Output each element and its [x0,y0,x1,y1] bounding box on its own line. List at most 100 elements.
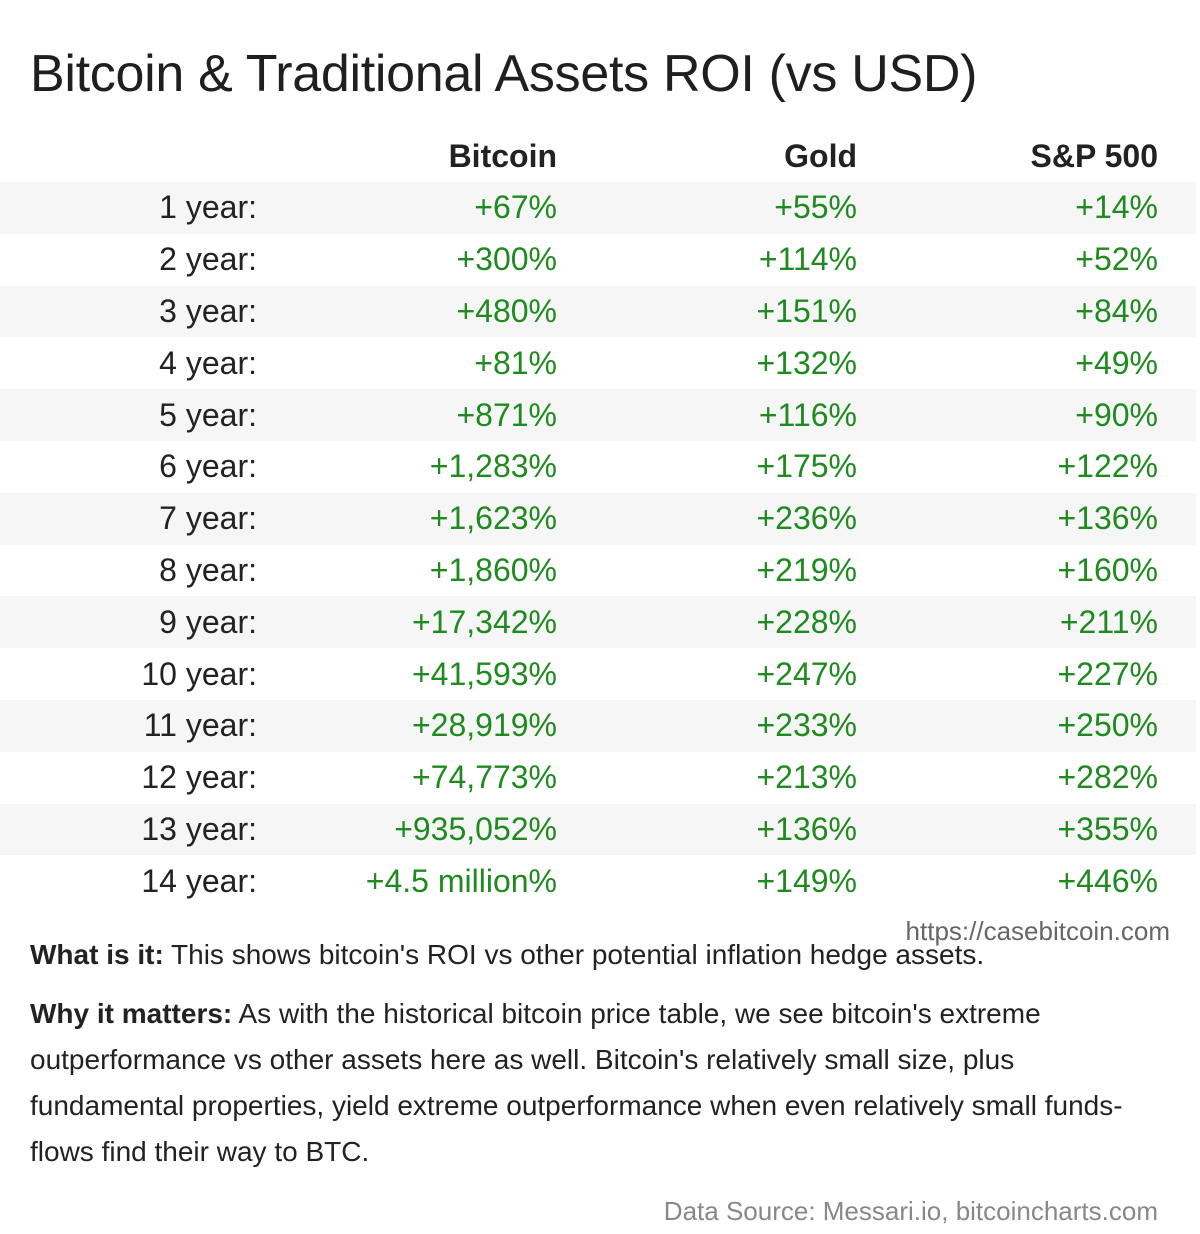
row-padding [1158,648,1196,700]
row-label: 9 year: [159,603,257,640]
row-label: 11 year: [143,707,257,744]
table-row: 3 year: +480% +151% +84% [0,285,1196,338]
table-row: 5 year: +871% +116% +90% [0,389,1196,441]
what-is-it-paragraph: What is it: This shows bitcoin's ROI vs … [30,932,1170,978]
table-row: 10 year: +41,593% +247% +227% [0,648,1196,700]
data-source: Data Source: Messari.io, bitcoincharts.c… [663,1196,1158,1226]
row-padding [1158,286,1196,338]
row-padding [1158,389,1196,441]
row-padding [1158,182,1196,234]
table-row: 4 year: +81% +132% +49% [0,337,1196,389]
roi-value: +935,052% [394,810,557,847]
roi-value: +160% [1057,551,1158,588]
header-padding [1158,130,1196,182]
roi-table: Bitcoin Gold S&P 500 1 year: +67% +55% +14% 2 … [0,130,1196,907]
roi-value: +219% [756,551,857,588]
row-label: 3 year: [159,292,257,329]
row-label: 12 year: [141,759,257,796]
roi-value: +227% [1057,655,1158,692]
roi-value: +28,919% [411,707,557,744]
row-label: 2 year: [159,241,257,278]
row-padding [1158,804,1196,856]
roi-value: +136% [1057,500,1158,537]
roi-value: +250% [1057,707,1158,744]
row-padding [1158,700,1196,752]
row-label: 14 year: [141,862,257,899]
roi-value: +122% [1057,448,1158,485]
roi-value: +41,593% [411,655,557,692]
roi-value: +149% [756,862,857,899]
row-padding [1158,441,1196,493]
table-row: 2 year: +300% +114% +52% [0,234,1196,286]
column-header: S&P 500 [1030,137,1159,174]
table-row: 6 year: +1,283% +175% +122% [0,441,1196,493]
roi-value: +1,283% [429,448,557,485]
row-padding [1158,234,1196,286]
roi-value: +74,773% [411,759,557,796]
row-padding [1158,545,1196,597]
roi-value: +136% [756,810,857,847]
row-padding [1158,855,1196,907]
table-row: 13 year: +935,052% +136% +355% [0,803,1196,856]
roi-value: +247% [756,655,857,692]
row-label: 8 year: [159,551,257,588]
row-label: 13 year: [141,810,257,847]
roi-value: +84% [1075,292,1158,329]
row-padding [1158,493,1196,545]
table-row: 1 year: +67% +55% +14% [0,182,1196,234]
roi-value: +282% [1057,759,1158,796]
roi-value: +52% [1075,241,1158,278]
roi-value: +871% [456,396,557,433]
what-is-it-label: What is it: [30,939,164,970]
roi-value: +151% [756,292,857,329]
row-label: 4 year: [159,344,257,381]
roi-value: +114% [758,241,857,278]
roi-value: +4.5 million% [365,862,557,899]
what-is-it-text: This shows bitcoin's ROI vs other potent… [163,939,985,970]
roi-value: +132% [756,344,857,381]
why-it-matters-paragraph: Why it matters: As with the historical b… [30,991,1170,1175]
column-header: Bitcoin [448,137,557,174]
row-label: 5 year: [159,396,257,433]
chart-title: Bitcoin & Traditional Assets ROI (vs USD… [30,45,978,103]
table-row: 12 year: +74,773% +213% +282% [0,752,1196,804]
roi-value: +355% [1057,810,1158,847]
table-row: 7 year: +1,623% +236% +136% [0,492,1196,545]
roi-value: +236% [756,500,857,537]
roi-value: +90% [1075,396,1158,433]
roi-value: +300% [456,241,557,278]
roi-value: +233% [756,707,857,744]
roi-value: +446% [1057,862,1158,899]
header-blank [0,130,257,182]
row-padding [1158,752,1196,804]
roi-value: +211% [1059,603,1158,640]
table-row: 8 year: +1,860% +219% +160% [0,545,1196,597]
row-label: 1 year: [159,189,257,226]
why-it-matters-text: As with the historical bitcoin price tab… [30,998,1123,1167]
row-label: 7 year: [159,500,257,537]
roi-value: +49% [1075,344,1158,381]
table-row: 14 year: +4.5 million% +149% +446% [0,855,1196,907]
row-padding [1158,596,1196,648]
roi-value: +175% [756,448,857,485]
source-url: https://casebitcoin.com [905,916,1170,946]
table-row: 11 year: +28,919% +233% +250% [0,699,1196,752]
roi-value: +1,623% [429,500,557,537]
table-header-row: Bitcoin Gold S&P 500 [0,130,1196,182]
why-it-matters-label: Why it matters: [30,998,233,1029]
roi-value: +67% [474,189,557,226]
roi-value: +480% [456,292,557,329]
roi-value: +116% [758,396,857,433]
table-row: 9 year: +17,342% +228% +211% [0,596,1196,649]
row-label: 6 year: [159,448,257,485]
roi-value: +14% [1075,189,1158,226]
row-padding [1158,337,1196,389]
roi-value: +213% [756,759,857,796]
column-header: Gold [784,137,857,174]
roi-value: +55% [774,189,857,226]
row-label: 10 year: [141,655,257,692]
roi-value: +17,342% [411,603,557,640]
roi-value: +228% [756,603,857,640]
roi-value: +1,860% [429,551,557,588]
roi-value: +81% [474,344,557,381]
